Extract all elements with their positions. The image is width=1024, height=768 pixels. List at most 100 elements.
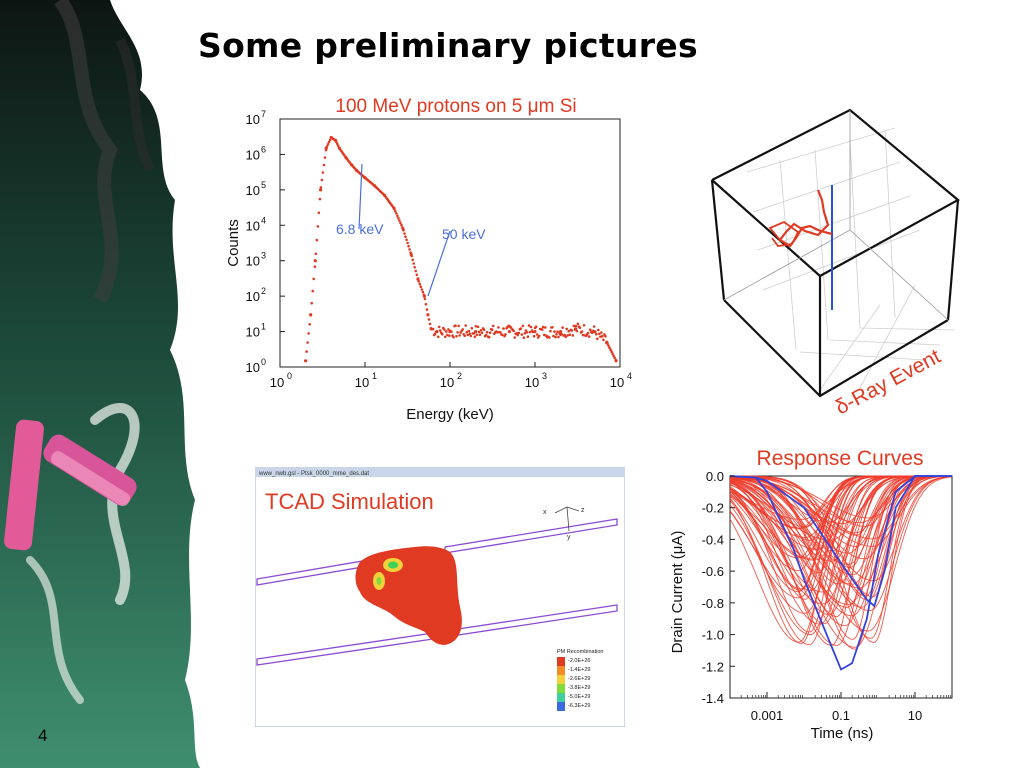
spectrum-point — [322, 163, 326, 167]
response-red-curve — [729, 475, 952, 605]
response-blue-curve-2 — [729, 475, 952, 608]
spectrum-point — [308, 323, 311, 326]
slide-title: Some preliminary pictures — [198, 26, 698, 65]
spectrum-point — [504, 333, 507, 336]
spectrum-point — [336, 144, 340, 148]
response-curves-chart: Response Curves 0.0 -0.2 -0.4 -0.6 -0.8 -1.0 -… — [662, 440, 962, 745]
spectrum-point — [578, 326, 582, 329]
spectrum-point — [452, 335, 455, 339]
spectrum-point — [413, 266, 416, 269]
spectrum-ylabel: Counts — [225, 219, 242, 267]
svg-text:z: z — [581, 507, 585, 514]
spectrum-point — [406, 241, 409, 245]
spectrum-point — [568, 333, 572, 336]
spectrum-point — [571, 334, 575, 337]
spectrum-point — [516, 333, 519, 337]
spectrum-point — [581, 333, 585, 337]
spectrum-point — [327, 140, 331, 144]
spectrum-data-point — [592, 330, 596, 334]
tcad-legend-values: -2.0E+26 -1.4E+29 -2.6E+29 -3.8E+29 -5.0… — [568, 658, 590, 709]
spectrum-point — [574, 324, 578, 328]
spectrum-point — [307, 332, 310, 335]
spectrum-point — [476, 325, 480, 329]
tcad-legend-title: PM Recombination — [557, 649, 603, 655]
spectrum-xtick-label: 10 — [525, 375, 539, 390]
spectrum-point — [463, 334, 466, 337]
decorative-chalkboard-strip — [0, 0, 200, 768]
spectrum-point — [485, 330, 489, 334]
spectrum-point — [446, 333, 449, 337]
spectrum-point — [480, 331, 484, 335]
spectrum-point — [502, 327, 505, 330]
spectrum-point — [496, 331, 499, 334]
spectrum-xtick-exponent: 1 — [372, 371, 377, 381]
spectrum-point — [437, 325, 441, 329]
spectrum-point — [534, 325, 538, 328]
spectrum-point — [576, 322, 580, 326]
svg-text:-3.8E+29: -3.8E+29 — [568, 685, 590, 691]
spectrum-point — [441, 332, 444, 336]
spectrum-ytick-label: 10 — [246, 325, 260, 340]
spectrum-point — [575, 329, 579, 333]
spectrum-point — [598, 332, 601, 336]
response-title: Response Curves — [757, 447, 924, 470]
spectrum-point — [555, 333, 558, 336]
spectrum-data-point — [429, 327, 433, 331]
spectrum-point — [557, 335, 560, 339]
spectrum-point — [541, 325, 545, 329]
spectrum-point — [315, 238, 319, 242]
spectrum-ytick-label: 10 — [246, 183, 260, 198]
spectrum-ytick-exponent: 0 — [261, 357, 266, 367]
tcad-colorbar — [557, 657, 565, 711]
response-ytick-label: -0.2 — [702, 501, 724, 516]
spectrum-point — [423, 297, 427, 301]
tcad-header-text: www_nwb.gsl - Ptsk_0000_mme_des.dat — [258, 471, 369, 477]
spectrum-point — [521, 324, 525, 328]
spectrum-point — [438, 329, 442, 332]
spectrum-point — [314, 252, 318, 256]
spectrum-data-point — [304, 359, 308, 363]
tcad-window-header — [255, 467, 625, 477]
spectrum-point — [445, 330, 448, 333]
spectrum-data-point — [559, 330, 563, 334]
spectrum-point — [465, 330, 468, 334]
spectrum-point — [608, 346, 611, 350]
spectrum-data-point — [392, 206, 396, 210]
spectrum-point — [604, 335, 607, 338]
spectrum-point — [537, 334, 541, 338]
delta-ray-track — [778, 189, 833, 248]
spectrum-point — [567, 329, 570, 333]
response-ytick-label: -0.8 — [702, 596, 724, 611]
spectrum-point — [607, 344, 610, 347]
svg-text:-6.3E+29: -6.3E+29 — [568, 703, 590, 709]
cube-gridlines — [746, 127, 956, 391]
spectrum-point — [523, 332, 527, 335]
spectrum-ytick-label: 10 — [246, 254, 260, 269]
response-red-curve — [729, 475, 953, 648]
spectrum-point — [570, 329, 574, 332]
spectrum-point — [470, 326, 474, 330]
spectrum-xtick-label: 10 — [610, 375, 624, 390]
spectrum-point — [522, 336, 526, 339]
spectrum-point — [484, 333, 488, 337]
spectrum-point — [443, 328, 446, 331]
svg-text:-2.0E+26: -2.0E+26 — [568, 658, 590, 664]
response-ylabel: Drain Current (μA) — [669, 531, 686, 654]
spectrum-data-point — [350, 163, 354, 167]
response-xlabel: Time (ns) — [811, 725, 874, 742]
spectrum-data-point — [474, 330, 478, 334]
spectrum-point — [418, 282, 422, 286]
spectrum-point — [473, 335, 477, 339]
svg-text:y: y — [567, 534, 571, 541]
spectrum-point — [565, 327, 568, 331]
spectrum-point — [454, 324, 457, 327]
spectrum-point — [529, 325, 533, 329]
spectrum-point — [580, 330, 584, 333]
spectrum-ytick-label: 10 — [246, 218, 260, 233]
spectrum-data-point — [363, 176, 367, 180]
spectrum-point — [561, 326, 564, 329]
svg-text:x: x — [543, 509, 547, 516]
spectrum-data-point — [533, 330, 537, 334]
spectrum-point — [424, 302, 428, 306]
tcad-axis-triad — [554, 506, 580, 532]
